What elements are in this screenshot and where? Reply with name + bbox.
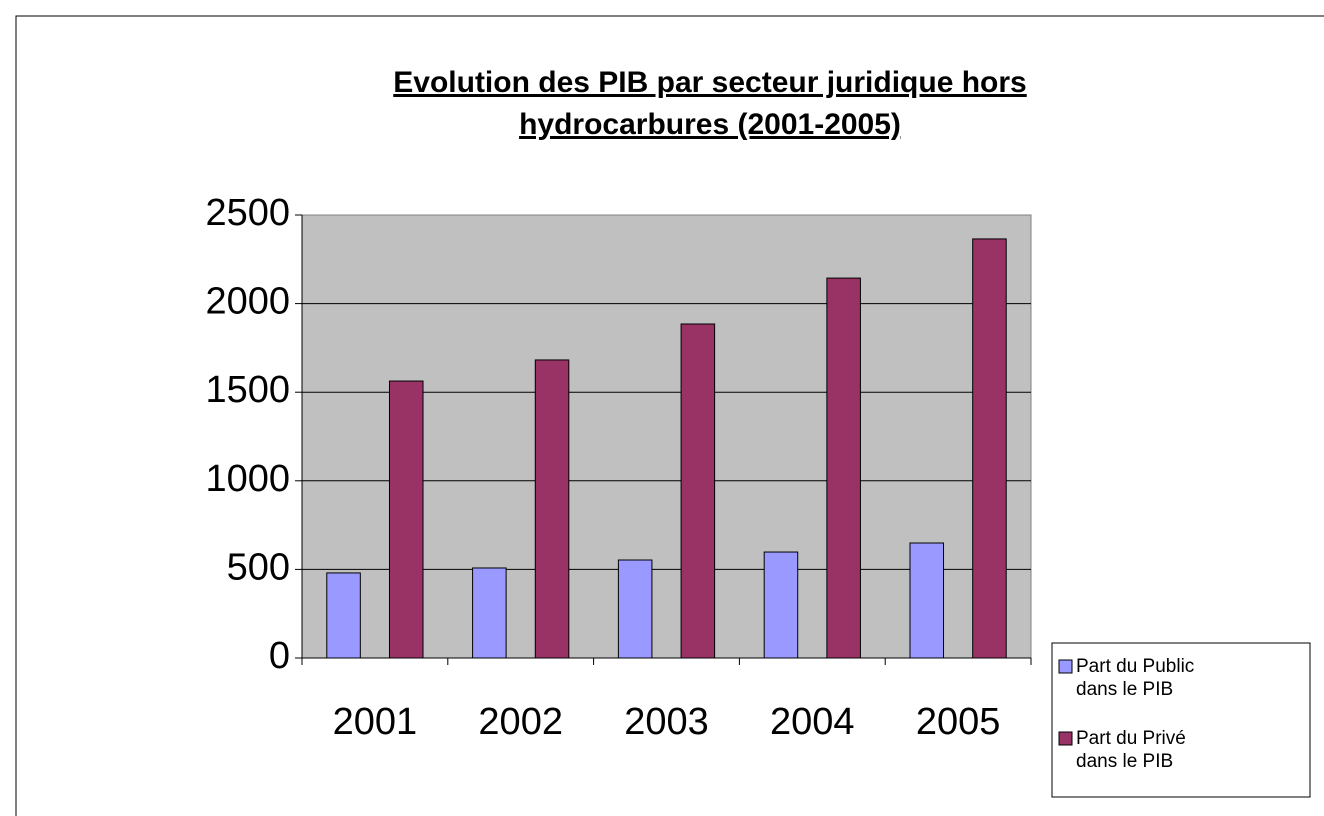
y-tick-label: 0 [269,635,290,677]
x-tick-label: 2002 [478,701,563,743]
legend-label: Part du Public dans le PIB [1076,656,1195,700]
bar [909,542,945,659]
bar [326,572,361,659]
chart-title: Evolution des PIB par secteur juridique … [393,66,1027,141]
bar [617,559,653,659]
y-tick-label: 500 [227,546,290,588]
bar [680,323,716,659]
x-tick-label: 2001 [333,701,418,743]
x-tick-label: 2005 [916,701,1001,743]
y-tick-label: 2000 [205,281,290,323]
x-tick-label: 2004 [770,701,855,743]
bar [826,277,861,659]
legend-swatch [1058,659,1073,674]
y-tick-label: 1500 [205,369,290,411]
legend-swatch [1058,731,1073,746]
bar [472,567,507,659]
y-tick-label: 1000 [205,458,290,500]
x-tick-label: 2003 [624,701,709,743]
legend-box [1051,642,1311,798]
legend-label: Part du Privé dans le PIB [1076,728,1186,772]
bar [534,359,570,659]
y-tick-label: 2500 [205,192,290,234]
bar [763,551,799,659]
bar [972,238,1007,659]
chart-border [15,15,1324,816]
bar [388,380,424,659]
